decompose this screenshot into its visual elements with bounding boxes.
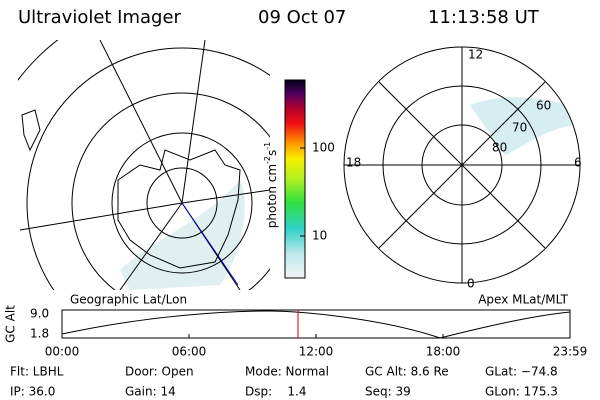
footer: Flt: LBHL Door: Open Mode: Normal GC Alt: 8…	[10, 365, 558, 399]
y-axis-label: GC Alt	[4, 305, 18, 343]
label-part: -2	[263, 156, 272, 164]
mlt-label: 6	[574, 156, 582, 170]
mlt-label: 12	[468, 48, 483, 62]
status-field: IP: 36.0	[10, 385, 55, 399]
altitude-curve	[61, 310, 571, 339]
status-field: GC Alt: 8.6 Re	[365, 365, 449, 379]
mlat-label: 60	[536, 99, 551, 113]
colorbar-label: photon cm-2s-1	[263, 142, 279, 229]
panel-label: Geographic Lat/Lon	[70, 293, 187, 307]
y-tick-label: 1.8	[30, 327, 49, 341]
status-field: Dsp: 1.4	[245, 385, 307, 399]
mlt-label: 18	[346, 156, 361, 170]
colorbar-tick: 10	[312, 229, 327, 243]
label-part: s	[265, 150, 279, 156]
status-field: GLat: −74.8	[485, 365, 558, 379]
x-tick-label: 23:59	[553, 345, 588, 359]
label-part: photon cm	[265, 164, 279, 228]
geographic-map	[18, 40, 270, 290]
mlat-label: 70	[512, 121, 527, 135]
status-field: Gain: 14	[125, 385, 176, 399]
status-field: Door: Open	[125, 365, 194, 379]
status-field: Seq: 39	[365, 385, 411, 399]
mlt-label: 0	[467, 277, 475, 291]
x-tick-label: 00:00	[45, 345, 80, 359]
status-field: GLon: 175.3	[485, 385, 558, 399]
y-tick-label: 9.0	[30, 307, 49, 321]
x-tick-label: 06:00	[172, 345, 207, 359]
label-part: -1	[263, 142, 272, 150]
time: 11:13:58 UT	[428, 7, 540, 28]
panel-label: Apex MLat/MLT	[478, 293, 568, 307]
status-field: Mode: Normal	[245, 365, 329, 379]
colorbar-tick: 100	[312, 141, 335, 155]
mlat-label: 80	[492, 141, 507, 155]
instrument-title: Ultraviolet Imager	[18, 7, 182, 28]
magnetic-map	[343, 46, 581, 284]
x-tick-label: 18:00	[426, 345, 461, 359]
x-ticks: 00:00 06:00 12:00 18:00 23:59	[45, 334, 588, 359]
date: 09 Oct 07	[258, 7, 346, 28]
x-tick-label: 12:00	[299, 345, 334, 359]
colorbar	[284, 79, 306, 279]
status-field: Flt: LBHL	[10, 365, 64, 379]
